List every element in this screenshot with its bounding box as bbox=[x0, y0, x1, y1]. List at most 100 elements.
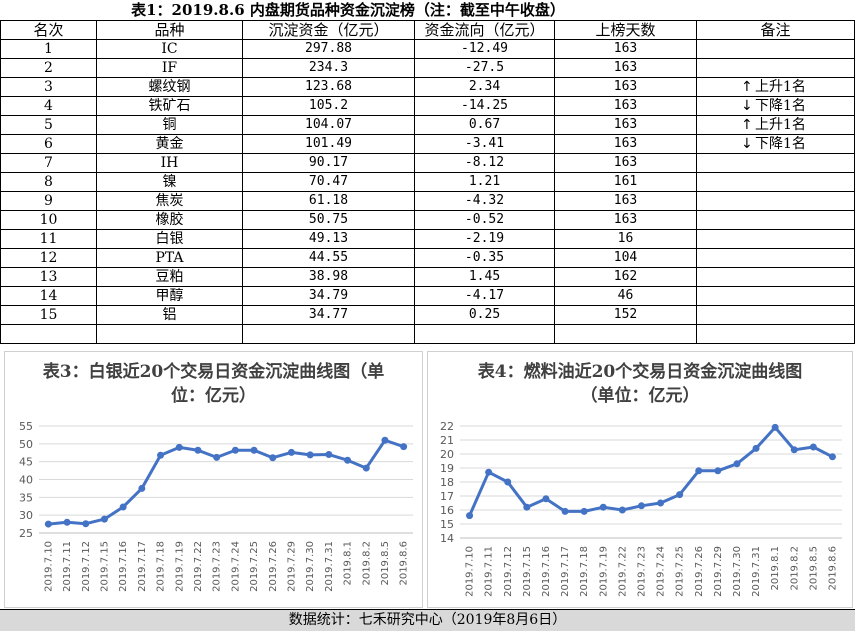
arrow-up-icon: ↑ bbox=[741, 79, 753, 95]
x-tick-label: 2019.8.2 bbox=[361, 541, 372, 586]
note-cell: ↑ 上升1名 bbox=[696, 115, 855, 135]
data-point bbox=[175, 443, 183, 451]
empty-row bbox=[0, 324, 855, 344]
name-cell: 螺纹钢 bbox=[96, 77, 243, 97]
rank-cell: 10 bbox=[0, 210, 97, 230]
empty-cell bbox=[696, 324, 855, 344]
empty-cell bbox=[0, 324, 97, 344]
data-point bbox=[752, 444, 760, 452]
amount-cell: 34.79 bbox=[242, 286, 415, 306]
data-point bbox=[325, 451, 333, 459]
x-tick-label: 2019.7.17 bbox=[137, 541, 148, 592]
y-tick-label: 22 bbox=[440, 420, 454, 433]
ranking-table: 名次 品种 沉淀资金（亿元） 资金流向（亿元） 上榜天数 备注 1 IC 297.8… bbox=[0, 20, 855, 344]
data-point bbox=[714, 467, 722, 475]
data-point bbox=[100, 515, 108, 523]
x-tick-label: 2019.7.22 bbox=[193, 541, 204, 592]
data-point bbox=[287, 448, 295, 456]
flow-cell: -8.12 bbox=[414, 153, 555, 173]
data-point bbox=[138, 484, 146, 492]
y-tick-label: 14 bbox=[440, 532, 454, 545]
table-row: 6 黄金 101.49 -3.41 163 ↓ 下降1名 bbox=[0, 134, 855, 154]
days-cell: 104 bbox=[554, 248, 697, 268]
chart-title-line1: 表4：燃料油近20个交易日资金沉淀曲线图 bbox=[477, 362, 803, 382]
rank-cell: 11 bbox=[0, 229, 97, 249]
name-cell: IH bbox=[96, 153, 243, 173]
data-point bbox=[504, 478, 512, 486]
y-tick-label: 35 bbox=[19, 491, 33, 504]
table-row: 5 铜 104.07 0.67 163 ↑ 上升1名 bbox=[0, 115, 855, 135]
name-cell: 白银 bbox=[96, 229, 243, 249]
amount-cell: 34.77 bbox=[242, 305, 415, 325]
note-cell: ↓ 下降1名 bbox=[696, 96, 855, 116]
days-cell: 161 bbox=[554, 172, 697, 192]
table-header-row: 名次 品种 沉淀资金（亿元） 资金流向（亿元） 上榜天数 备注 bbox=[0, 20, 855, 40]
y-tick-label: 17 bbox=[440, 490, 454, 503]
days-cell: 152 bbox=[554, 305, 697, 325]
silver-line-chart: 25 30 35 40 45 50 55 2019.7.10 2019.7.11 2019.7.1… bbox=[19, 420, 413, 592]
data-point bbox=[523, 503, 531, 511]
x-tick-label: 2019.8.5 bbox=[380, 541, 391, 586]
flow-cell: -14.25 bbox=[414, 96, 555, 116]
days-cell: 163 bbox=[554, 115, 697, 135]
table-row: 12 PTA 44.55 -0.35 104 bbox=[0, 248, 855, 268]
data-point bbox=[381, 436, 389, 444]
amount-cell: 50.75 bbox=[242, 210, 415, 230]
note-cell bbox=[696, 305, 855, 325]
header-days: 上榜天数 bbox=[554, 20, 697, 40]
x-tick-label: 2019.7.10 bbox=[43, 541, 54, 592]
arrow-up-icon: ↑ bbox=[741, 117, 753, 133]
data-point bbox=[44, 520, 52, 528]
amount-cell: 123.68 bbox=[242, 77, 415, 97]
data-point bbox=[362, 464, 370, 472]
flow-cell: -27.5 bbox=[414, 58, 555, 78]
data-point bbox=[618, 506, 626, 514]
data-point bbox=[63, 518, 71, 526]
x-tick-label: 2019.7.24 bbox=[656, 546, 667, 597]
chart-title-line2: （单位：亿元） bbox=[580, 386, 700, 406]
data-point bbox=[269, 454, 277, 462]
series-line bbox=[468, 425, 834, 517]
y-tick-label: 30 bbox=[19, 509, 33, 522]
rank-cell: 1 bbox=[0, 39, 97, 59]
note-cell bbox=[696, 286, 855, 306]
name-cell: 橡胶 bbox=[96, 210, 243, 230]
y-tick-label: 15 bbox=[440, 518, 454, 531]
rank-cell: 15 bbox=[0, 305, 97, 325]
table-row: 15 铝 34.77 0.25 152 bbox=[0, 305, 855, 325]
y-tick-label: 18 bbox=[440, 476, 454, 489]
x-tick-label: 2019.7.26 bbox=[268, 541, 279, 592]
x-tick-label: 2019.7.24 bbox=[230, 541, 241, 592]
chart-title-line2: 位：亿元） bbox=[171, 386, 256, 406]
rank-cell: 5 bbox=[0, 115, 97, 135]
header-amount: 沉淀资金（亿元） bbox=[242, 20, 415, 40]
rank-cell: 12 bbox=[0, 248, 97, 268]
days-cell: 46 bbox=[554, 286, 697, 306]
days-cell: 16 bbox=[554, 229, 697, 249]
data-point bbox=[561, 507, 569, 515]
note-text: 上升1名 bbox=[755, 79, 806, 95]
table-row: 2 IF 234.3 -27.5 163 bbox=[0, 58, 855, 78]
data-point bbox=[809, 443, 817, 451]
rank-cell: 13 bbox=[0, 267, 97, 287]
data-point bbox=[344, 456, 352, 464]
x-tick-label: 2019.7.18 bbox=[156, 541, 167, 592]
x-tick-label: 2019.7.17 bbox=[560, 546, 571, 597]
rank-cell: 9 bbox=[0, 191, 97, 211]
data-point bbox=[306, 451, 314, 459]
x-tick-label: 2019.7.16 bbox=[118, 541, 129, 592]
data-point bbox=[194, 446, 202, 454]
x-tick-label: 2019.7.18 bbox=[579, 546, 590, 597]
days-cell: 163 bbox=[554, 96, 697, 116]
flow-cell: 1.21 bbox=[414, 172, 555, 192]
amount-cell: 90.17 bbox=[242, 153, 415, 173]
fuel-oil-chart: 表4：燃料油近20个交易日资金沉淀曲线图 （单位：亿元） 14 15 16 17 18 1… bbox=[427, 351, 853, 608]
x-tick-label: 2019.7.25 bbox=[249, 541, 260, 592]
flow-cell: 1.45 bbox=[414, 267, 555, 287]
note-cell bbox=[696, 210, 855, 230]
x-tick-label: 2019.7.23 bbox=[636, 546, 647, 597]
empty-cell bbox=[242, 324, 415, 344]
x-tick-label: 2019.7.30 bbox=[732, 546, 743, 597]
y-tick-label: 50 bbox=[19, 438, 33, 451]
table-row: 7 IH 90.17 -8.12 163 bbox=[0, 153, 855, 173]
